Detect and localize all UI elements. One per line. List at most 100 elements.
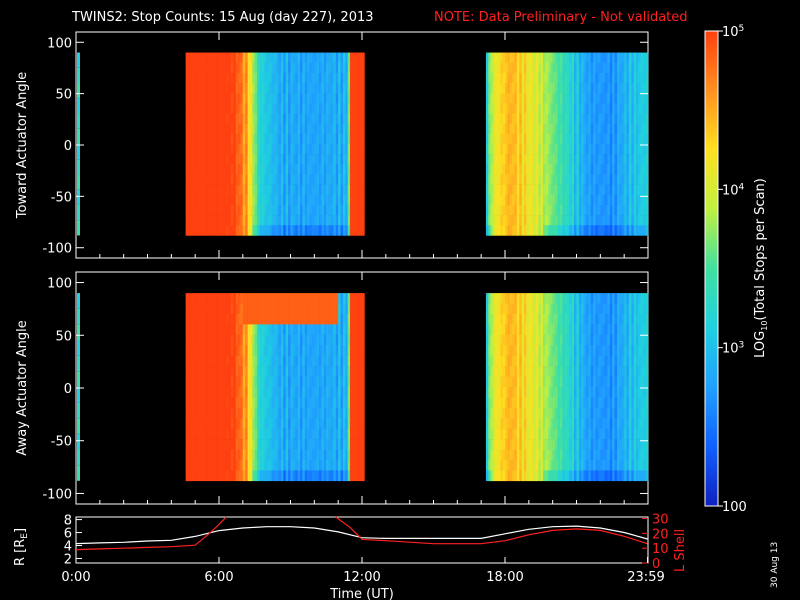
heatmap-cell: [528, 449, 532, 461]
heatmap-cell: [495, 428, 499, 440]
heatmap-cell: [569, 324, 573, 336]
heatmap-cell: [564, 154, 568, 165]
heatmap-cell: [352, 72, 356, 84]
heatmap-cell: [514, 459, 518, 471]
heatmap-cell: [538, 418, 542, 429]
heatmap-cell: [600, 459, 604, 471]
heatmap-cell: [319, 184, 322, 196]
heatmap-cell: [197, 293, 201, 304]
heatmap-cell: [359, 184, 363, 196]
heatmap-cell: [226, 123, 229, 135]
heatmap-cell: [543, 93, 546, 104]
heatmap-cell: [354, 303, 358, 315]
heatmap-cell: [509, 386, 513, 398]
heatmap-cell: [512, 204, 515, 216]
heatmap-cell: [207, 324, 210, 336]
heatmap-cell: [571, 303, 575, 315]
heatmap-cell: [302, 407, 306, 419]
heatmap-cell: [321, 376, 325, 388]
heatmap-cell: [335, 103, 339, 114]
heatmap-cell: [576, 355, 580, 367]
heatmap-cell: [292, 225, 296, 236]
heatmap-cell: [271, 133, 275, 145]
heatmap-cell: [617, 225, 620, 236]
heatmap-cell: [276, 225, 279, 236]
heatmap-cell: [304, 154, 308, 165]
heatmap-cell: [559, 113, 563, 124]
heatmap-cell: [235, 215, 239, 226]
heatmap-cell: [533, 303, 537, 315]
heatmap-cell: [276, 428, 279, 440]
heatmap-cell: [509, 376, 513, 388]
heatmap-cell: [266, 103, 270, 114]
heatmap-cell: [507, 366, 511, 377]
heatmap-cell: [502, 313, 506, 325]
heatmap-cell: [564, 174, 568, 185]
heatmap-cell: [533, 52, 537, 64]
heatmap-cell: [357, 184, 360, 196]
heatmap-cell: [338, 83, 341, 94]
heatmap-cell: [192, 83, 196, 94]
heatmap-cell: [185, 324, 189, 336]
heatmap-cell: [590, 215, 594, 226]
heatmap-cell: [502, 459, 506, 471]
heatmap-cell: [571, 293, 575, 304]
heatmap-cell: [276, 439, 279, 450]
heatmap-cell: [249, 324, 253, 336]
heatmap-cell: [538, 103, 542, 114]
heatmap-cell: [204, 184, 208, 196]
heatmap-cell: [257, 123, 260, 135]
heatmap-cell: [335, 204, 339, 216]
heatmap-cell: [290, 174, 294, 185]
heatmap-cell: [245, 459, 248, 471]
heatmap-cell: [612, 83, 615, 94]
heatmap-cell: [488, 386, 491, 398]
heatmap-cell: [247, 334, 251, 346]
heatmap-cell: [328, 174, 332, 185]
heatmap-cell: [328, 62, 332, 74]
heatmap-cell: [617, 355, 620, 367]
heatmap-cell: [578, 386, 582, 398]
heatmap-cell: [362, 418, 365, 429]
heatmap-cell: [223, 303, 227, 315]
heatmap-cell: [502, 397, 506, 409]
heatmap-cell: [216, 225, 220, 236]
heatmap-cell: [340, 72, 344, 84]
heatmap-cell: [316, 52, 320, 64]
heatmap-cell: [261, 334, 265, 346]
heatmap-cell: [586, 113, 589, 124]
heatmap-cell: [521, 184, 525, 196]
heatmap-cell: [323, 204, 327, 216]
heatmap-cell: [555, 366, 558, 377]
heatmap-cell: [345, 459, 348, 471]
heatmap-cell: [285, 324, 289, 336]
heatmap-cell: [507, 418, 511, 429]
heatmap-cell: [521, 154, 525, 165]
heatmap-cell: [354, 164, 358, 175]
heatmap-cell: [617, 345, 620, 356]
heatmap-cell: [559, 313, 563, 325]
heatmap-cell: [597, 103, 601, 114]
heatmap-cell: [485, 225, 489, 236]
heatmap-cell: [195, 366, 198, 377]
heatmap-cell: [276, 345, 279, 356]
heatmap-cell: [345, 324, 348, 336]
heatmap-cell: [519, 225, 522, 236]
heatmap-cell: [328, 164, 332, 175]
heatmap-cell: [283, 313, 287, 325]
heatmap-cell: [328, 407, 332, 419]
heatmap-cell: [292, 72, 296, 84]
heatmap-cell: [507, 72, 511, 84]
heatmap-cell: [247, 204, 251, 216]
heatmap-cell: [278, 459, 282, 471]
heatmap-cell: [590, 334, 594, 346]
heatmap-cell: [278, 470, 282, 482]
heatmap-cell: [252, 293, 256, 304]
heatmap-cell: [631, 62, 634, 74]
heatmap-cell: [216, 345, 220, 356]
heatmap-cell: [512, 449, 515, 461]
heatmap-cell: [562, 103, 565, 114]
heatmap-cell: [321, 407, 325, 419]
heatmap-cell: [202, 194, 205, 206]
heatmap-cell: [254, 194, 258, 206]
